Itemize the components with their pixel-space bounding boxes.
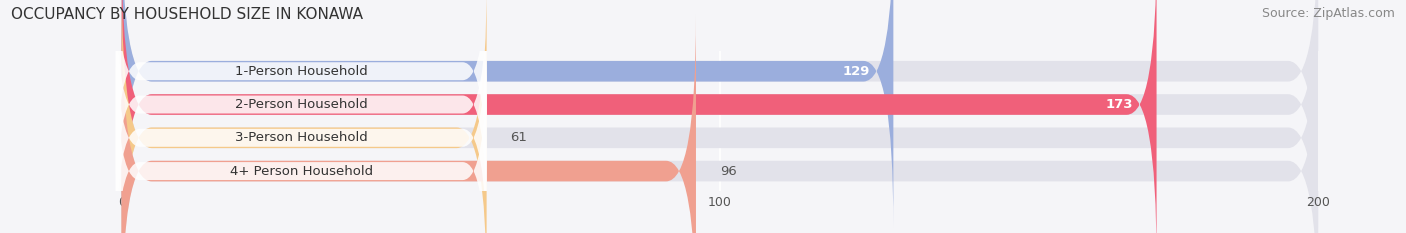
FancyBboxPatch shape bbox=[122, 15, 696, 233]
Text: 3-Person Household: 3-Person Household bbox=[235, 131, 367, 144]
FancyBboxPatch shape bbox=[122, 0, 1317, 227]
Text: 2-Person Household: 2-Person Household bbox=[235, 98, 367, 111]
Text: 61: 61 bbox=[510, 131, 527, 144]
FancyBboxPatch shape bbox=[115, 0, 486, 195]
Text: 129: 129 bbox=[842, 65, 869, 78]
FancyBboxPatch shape bbox=[122, 15, 1317, 233]
FancyBboxPatch shape bbox=[115, 0, 486, 229]
Text: 96: 96 bbox=[720, 164, 737, 178]
FancyBboxPatch shape bbox=[122, 0, 1317, 233]
FancyBboxPatch shape bbox=[122, 0, 893, 227]
FancyBboxPatch shape bbox=[115, 47, 486, 233]
Text: Source: ZipAtlas.com: Source: ZipAtlas.com bbox=[1261, 7, 1395, 20]
Text: 173: 173 bbox=[1105, 98, 1133, 111]
FancyBboxPatch shape bbox=[122, 0, 486, 233]
FancyBboxPatch shape bbox=[122, 0, 1317, 233]
Text: 1-Person Household: 1-Person Household bbox=[235, 65, 367, 78]
FancyBboxPatch shape bbox=[122, 0, 1157, 233]
Text: OCCUPANCY BY HOUSEHOLD SIZE IN KONAWA: OCCUPANCY BY HOUSEHOLD SIZE IN KONAWA bbox=[11, 7, 363, 22]
FancyBboxPatch shape bbox=[115, 14, 486, 233]
Text: 4+ Person Household: 4+ Person Household bbox=[229, 164, 373, 178]
